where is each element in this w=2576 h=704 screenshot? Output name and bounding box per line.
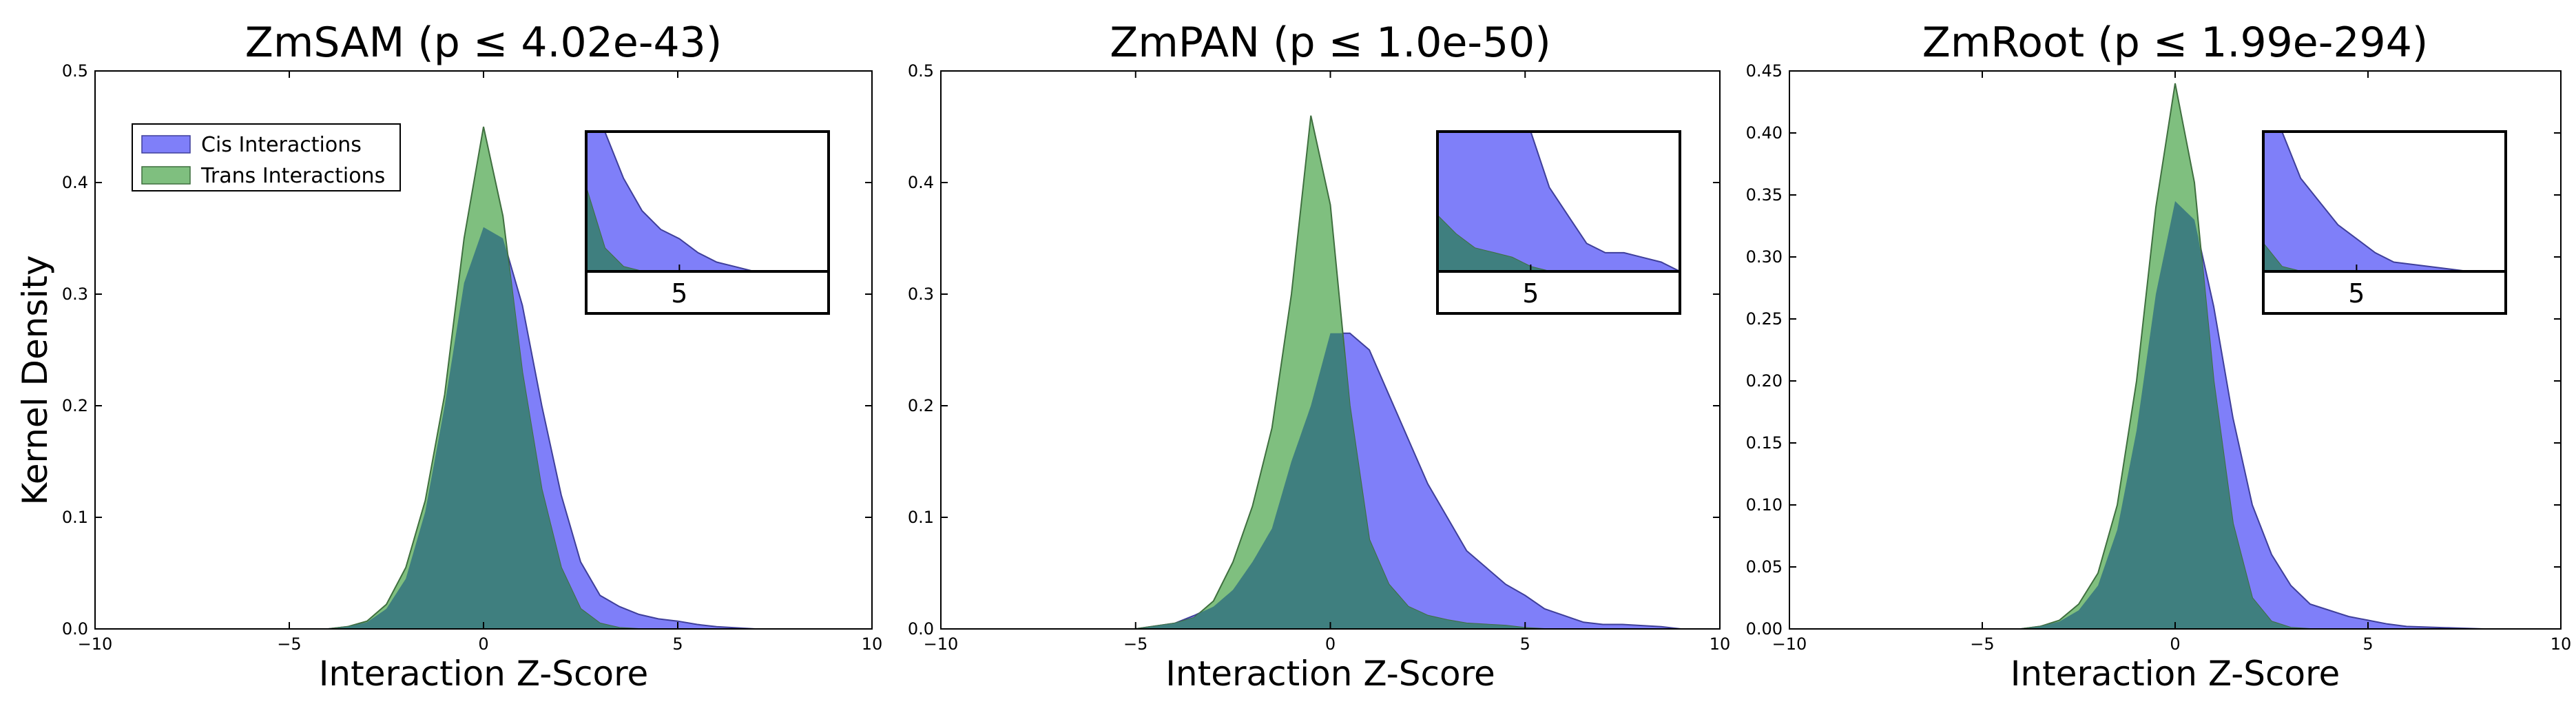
- x-tick-label: −5: [1970, 634, 1994, 654]
- inset-frame: [1436, 130, 1681, 315]
- panel-title: ZmRoot (p ≤ 1.99e-294): [1922, 19, 2429, 67]
- panel-title: ZmSAM (p ≤ 4.02e-43): [245, 19, 722, 67]
- plot-area: [95, 126, 872, 629]
- inset-cis-area: [1437, 132, 1680, 271]
- inset-frame: [2262, 130, 2507, 315]
- x-tick-label: 0: [2170, 634, 2180, 654]
- y-tick-label: 0.45: [1746, 61, 1783, 81]
- inset-plot: [2263, 132, 2506, 271]
- inset-cis-area: [586, 132, 754, 271]
- inset-frame: [585, 130, 830, 315]
- y-tick-label: 0.35: [1746, 185, 1783, 205]
- y-tick-label: 0.0: [62, 619, 88, 639]
- legend-label: Trans Interactions: [200, 164, 385, 188]
- y-tick-label: 0.1: [908, 508, 934, 527]
- legend-swatch: [141, 166, 191, 185]
- x-tick-label: 0: [1325, 634, 1336, 654]
- inset-plot: [586, 132, 829, 271]
- y-tick-label: 0.30: [1746, 247, 1783, 267]
- panel-title: ZmPAN (p ≤ 1.0e-50): [1110, 19, 1551, 67]
- inset-overlap-area: [2263, 243, 2506, 271]
- y-tick-label: 0.3: [62, 284, 88, 304]
- x-tick-label: 5: [672, 634, 683, 654]
- y-tick-label: 0.4: [62, 173, 88, 192]
- legend-swatch: [141, 135, 191, 154]
- inset-x-tick-label: 5: [671, 278, 687, 309]
- x-tick-label: −10: [78, 634, 113, 654]
- y-tick-label: 0.20: [1746, 371, 1783, 391]
- inset-x-tick-label: 5: [2348, 278, 2365, 309]
- y-tick-label: 0.3: [908, 284, 934, 304]
- inset-plot: [1437, 132, 1680, 271]
- y-tick-label: 0.05: [1746, 557, 1783, 577]
- x-tick-label: 5: [2362, 634, 2373, 654]
- y-tick-label: 0.5: [62, 61, 88, 81]
- inset-overlap-area: [586, 187, 829, 271]
- legend-label: Cis Interactions: [201, 133, 362, 157]
- y-tick-label: 0.25: [1746, 309, 1783, 329]
- overlap-area: [1789, 201, 2561, 629]
- x-tick-label: 10: [2551, 634, 2572, 654]
- inset-overlap-area: [1437, 215, 1680, 271]
- y-tick-label: 0.5: [908, 61, 934, 81]
- cis-density-area: [1135, 332, 1681, 629]
- x-tick-label: −10: [1772, 634, 1807, 654]
- x-tick-label: 5: [1520, 634, 1530, 654]
- x-tick-label: −5: [277, 634, 301, 654]
- overlap-area: [941, 333, 1720, 629]
- inset-x-tick-label: 5: [1522, 278, 1539, 309]
- x-axis-label: Interaction Z-Score: [2011, 654, 2340, 694]
- y-tick-label: 0.2: [62, 396, 88, 415]
- y-tick-label: 0.10: [1746, 495, 1783, 515]
- overlap-area: [95, 227, 872, 629]
- x-axis-label: Interaction Z-Score: [319, 654, 649, 694]
- y-tick-label: 0.0: [908, 619, 934, 639]
- x-tick-label: 0: [478, 634, 488, 654]
- x-axis-label: Interaction Z-Score: [1165, 654, 1495, 694]
- plot-area: [941, 115, 1720, 629]
- inset-cis-area: [2263, 132, 2469, 271]
- y-tick-label: 0.4: [908, 173, 934, 192]
- x-tick-label: −5: [1123, 634, 1147, 654]
- x-tick-label: 10: [1710, 634, 1731, 654]
- y-tick-label: 0.1: [62, 508, 88, 527]
- y-axis-label: Kernel Density: [15, 255, 55, 505]
- y-tick-label: 0.40: [1746, 123, 1783, 143]
- y-tick-label: 0.15: [1746, 433, 1783, 453]
- y-tick-label: 0.2: [908, 396, 934, 415]
- y-tick-label: 0.00: [1746, 619, 1783, 639]
- plot-area: [1789, 83, 2561, 629]
- x-tick-label: 10: [862, 634, 883, 654]
- x-tick-label: −10: [924, 634, 959, 654]
